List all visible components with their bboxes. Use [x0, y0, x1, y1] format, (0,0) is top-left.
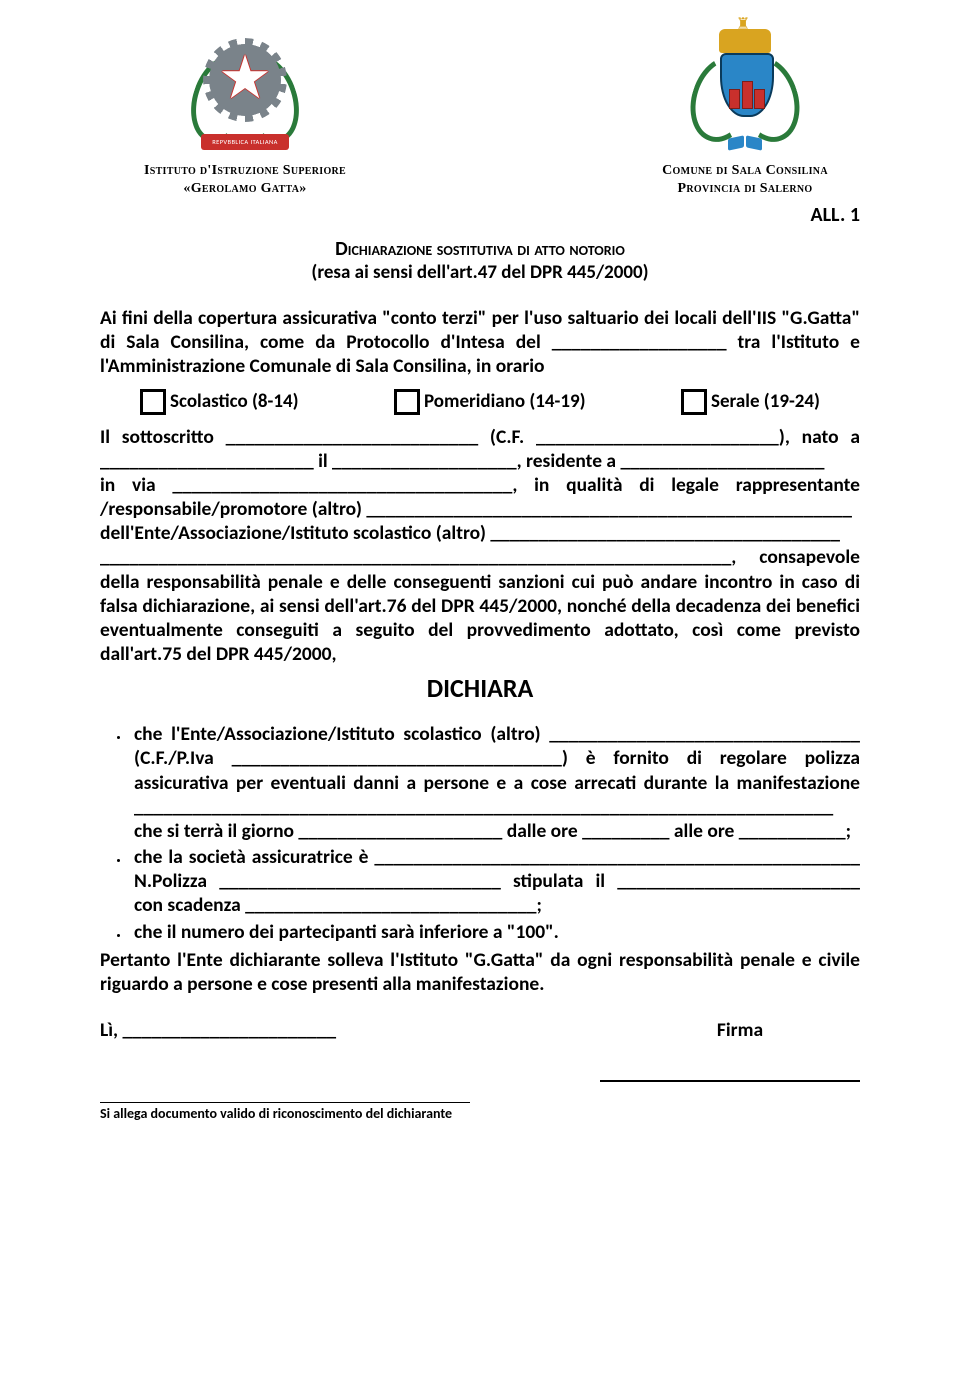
- bullet-1: che l'Ente/Associazione/Istituto scolast…: [130, 722, 860, 843]
- footnote-text: Si allega documento valido di riconoscim…: [100, 1105, 860, 1122]
- checkbox-serale[interactable]: Serale (19-24): [681, 389, 820, 415]
- signature-line: [600, 1080, 860, 1082]
- doc-title: Dichiarazione sostitutiva di atto notori…: [100, 237, 860, 261]
- checkbox-label: Serale (19-24): [711, 390, 820, 413]
- bullet-2: che la società assicuratrice è _________…: [130, 845, 860, 918]
- italian-republic-emblem: ★ REPVBBLICA ITALIANA: [195, 38, 295, 148]
- footnote-separator: [100, 1102, 470, 1103]
- header-left-line1: Istituto d'Istruzione Superiore: [100, 162, 390, 180]
- intro-paragraph-2c: dell'Ente/Associazione/Istituto scolasti…: [100, 521, 860, 545]
- checkbox-label: Pomeridiano (14-19): [424, 390, 586, 413]
- checkbox-pomeridiano[interactable]: Pomeridiano (14-19): [394, 389, 586, 415]
- emblem-ribbon: REPVBBLICA ITALIANA: [201, 134, 289, 150]
- header-right-line1: Comune di Sala Consilina: [600, 162, 890, 180]
- firma-label: Firma: [620, 1018, 860, 1042]
- intro-paragraph-1: Ai fini della copertura assicurativa "co…: [100, 306, 860, 379]
- checkbox-label: Scolastico (8-14): [170, 390, 299, 413]
- checkbox-icon: [681, 389, 707, 415]
- dichiara-heading: DICHIARA: [100, 672, 860, 704]
- comune-emblem: [690, 33, 800, 153]
- intro-paragraph-2a: Il sottoscritto ________________________…: [100, 425, 860, 473]
- closing-paragraph: Pertanto l'Ente dichiarante solleva l'Is…: [100, 948, 860, 996]
- intro-paragraph-2b: in via _________________________________…: [100, 473, 860, 521]
- intro-paragraph-2d: ________________________________________…: [100, 545, 860, 666]
- doc-subtitle: (resa ai sensi dell'art.47 del DPR 445/2…: [100, 261, 860, 284]
- bullet-3: che il numero dei partecipanti sarà infe…: [130, 920, 860, 944]
- header-left-line2: «Gerolamo Gatta»: [100, 180, 390, 198]
- checkbox-icon: [394, 389, 420, 415]
- header-right-line2: Provincia di Salerno: [600, 180, 890, 198]
- checkbox-scolastico[interactable]: Scolastico (8-14): [140, 389, 299, 415]
- place-date-field: Lì, ______________________: [100, 1018, 336, 1042]
- attachment-number: ALL. 1: [100, 203, 860, 227]
- checkbox-icon: [140, 389, 166, 415]
